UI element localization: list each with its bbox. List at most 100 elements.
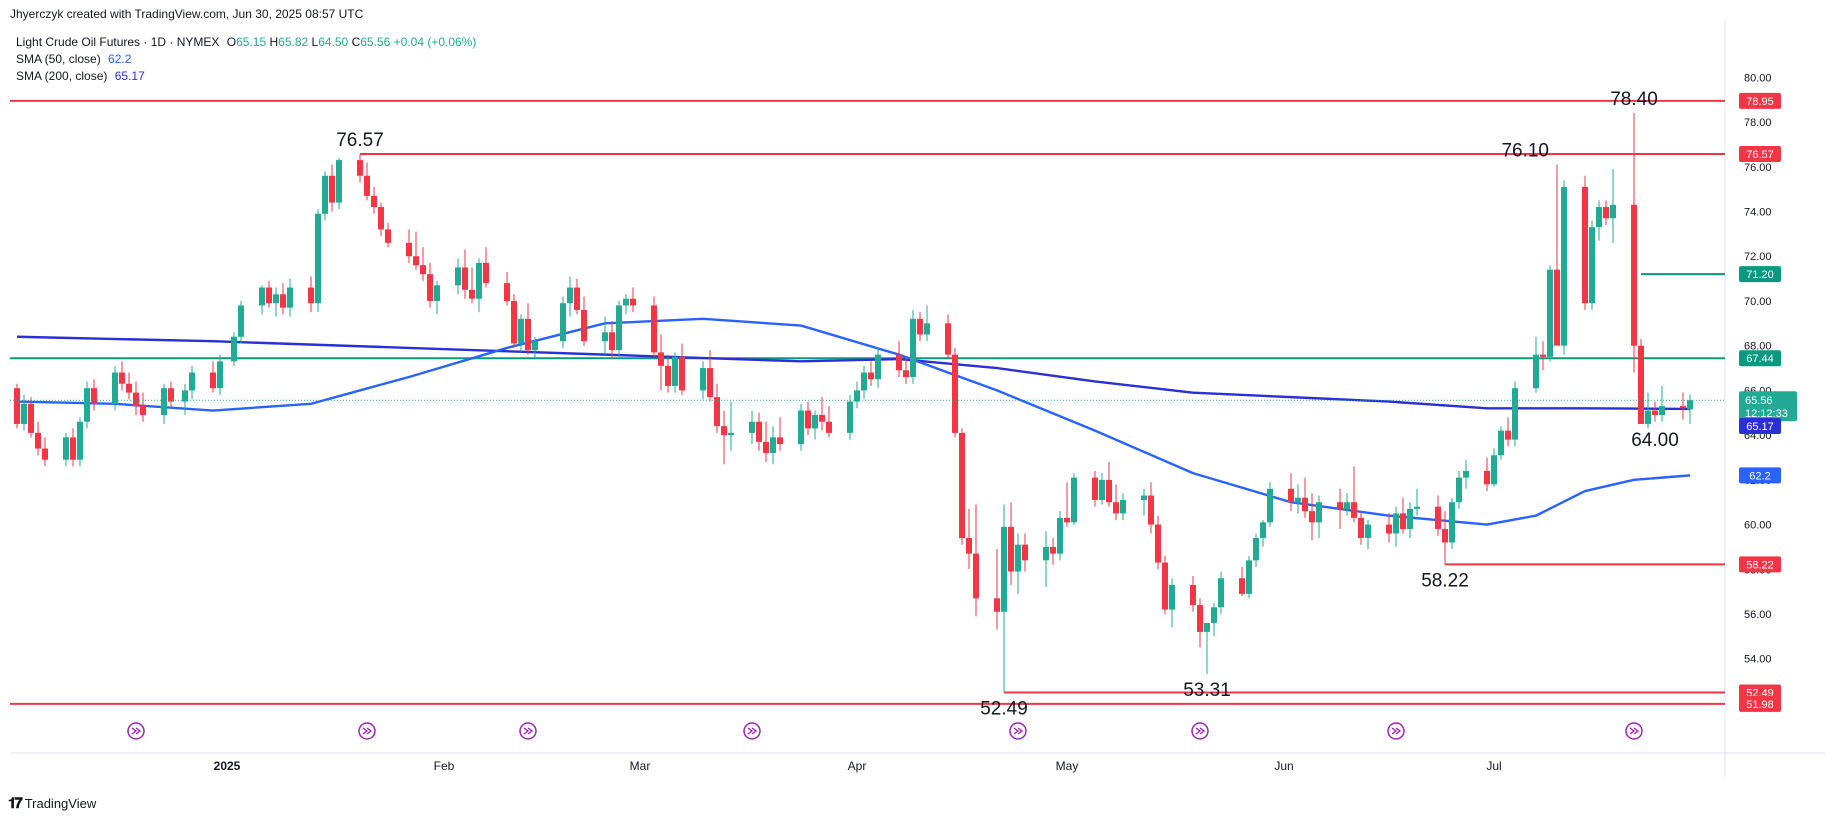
- candle-body: [679, 356, 685, 391]
- symbol-row[interactable]: Light Crude Oil Futures · 1D · NYMEX O65…: [16, 34, 476, 51]
- candle-body: [1365, 524, 1371, 538]
- sma50-legend-row[interactable]: SMA (50, close) 62.2: [16, 51, 476, 68]
- candle-body: [700, 368, 706, 391]
- candle-body: [28, 403, 34, 433]
- sma200-line: [16, 335, 1691, 411]
- event-marker-icon: [1625, 722, 1643, 740]
- candle-body: [1442, 529, 1448, 543]
- candle-body: [273, 294, 279, 304]
- candle-body: [1120, 499, 1126, 514]
- candle-body: [42, 448, 48, 460]
- price-chart[interactable]: 54.0056.0058.0060.0062.0064.0066.0068.00…: [0, 0, 1835, 790]
- candle-body: [1071, 477, 1077, 523]
- candle-body: [1547, 269, 1553, 357]
- event-marker-icon: [1009, 722, 1027, 740]
- candle-body: [805, 410, 811, 429]
- candle-body: [1463, 470, 1469, 478]
- candle-body: [749, 421, 755, 433]
- candle-body: [910, 318, 916, 377]
- ohlc-change: +0.04 (+0.06%): [393, 35, 477, 49]
- x-tick-label: 2025: [214, 759, 241, 773]
- candle-body: [1449, 502, 1455, 543]
- candle-body: [280, 294, 286, 308]
- tradingview-logo-icon: 𝟏𝟕: [8, 795, 23, 812]
- candle-body: [357, 160, 363, 176]
- x-tick-label: Apr: [848, 759, 867, 773]
- candle-body: [133, 392, 139, 407]
- candle-body: [371, 195, 377, 208]
- candle-body: [1400, 513, 1406, 530]
- candle-body: [1001, 526, 1007, 612]
- candle-body: [413, 256, 419, 266]
- candle-body: [525, 318, 531, 351]
- level-tag-label: 58.22: [1746, 559, 1774, 571]
- candle-body: [1113, 502, 1119, 514]
- event-marker-icon: [358, 722, 376, 740]
- event-marker-icon: [127, 722, 145, 740]
- y-tick-label: 80.00: [1744, 72, 1772, 84]
- candle-body: [1092, 477, 1098, 500]
- candle-body: [1435, 506, 1441, 530]
- level-tag-label: 76.57: [1746, 149, 1774, 161]
- candle-body: [287, 287, 293, 308]
- y-tick-label: 76.00: [1744, 162, 1772, 174]
- candle-body: [826, 421, 832, 433]
- candle-body: [875, 354, 881, 380]
- candle-body: [217, 361, 223, 389]
- x-tick-label: Jul: [1486, 759, 1501, 773]
- event-marker-icon: [743, 722, 761, 740]
- candle-body: [14, 388, 20, 424]
- candle-body: [1484, 470, 1490, 485]
- sma200-legend-row[interactable]: SMA (200, close) 65.17: [16, 68, 476, 85]
- candle-body: [1169, 584, 1175, 610]
- candle-body: [511, 300, 517, 344]
- candle-body: [1351, 502, 1357, 518]
- ohlc-close-value: 65.56: [360, 35, 391, 49]
- x-tick-label: May: [1056, 759, 1079, 773]
- candle-body: [469, 289, 475, 299]
- candle-body: [140, 406, 146, 416]
- ohlc-high-value: 65.82: [278, 35, 309, 49]
- candle-body: [322, 175, 328, 214]
- candle-body: [945, 323, 951, 355]
- candle-body: [1148, 495, 1154, 525]
- sma-tag: [1739, 417, 1781, 434]
- candle-body: [308, 287, 314, 304]
- x-tick-label: Mar: [630, 759, 651, 773]
- candle-body: [1064, 517, 1070, 523]
- y-tick-label: 54.00: [1744, 654, 1772, 666]
- candle-body: [1043, 546, 1049, 561]
- candle-body: [756, 421, 762, 442]
- candle-body: [210, 372, 216, 389]
- candle-body: [616, 305, 622, 351]
- candle-body: [1337, 502, 1343, 509]
- candle-body: [112, 372, 118, 404]
- candle-body: [1533, 354, 1539, 389]
- candle-body: [126, 383, 132, 393]
- event-marker-chevron: [1391, 727, 1402, 735]
- candle-body: [1687, 400, 1693, 410]
- candle-body: [259, 287, 265, 306]
- candle-body: [1057, 517, 1063, 554]
- candle-body: [406, 242, 412, 257]
- level-tag-label: 78.95: [1746, 96, 1774, 108]
- candle-body: [1015, 544, 1021, 572]
- level-tag: [1739, 350, 1781, 367]
- candle-body: [434, 285, 440, 301]
- candle-body: [812, 415, 818, 429]
- candle-body: [994, 598, 1000, 612]
- level-tag-label: 67.44: [1746, 353, 1774, 365]
- ohlc-open-value: 65.15: [236, 35, 267, 49]
- candle-body: [630, 298, 636, 306]
- ohlc-low-value: 64.50: [318, 35, 349, 49]
- candle-body: [602, 332, 608, 342]
- candle-body: [798, 410, 804, 445]
- candle-body: [952, 354, 958, 433]
- last-price-label: 65.56: [1745, 395, 1773, 407]
- sma-tag-label: 62.2: [1749, 470, 1770, 482]
- candle-body: [973, 553, 979, 599]
- candle-body: [1204, 622, 1210, 632]
- candle-body: [903, 370, 909, 377]
- candle-body: [1239, 578, 1245, 594]
- candle-body: [1407, 508, 1413, 530]
